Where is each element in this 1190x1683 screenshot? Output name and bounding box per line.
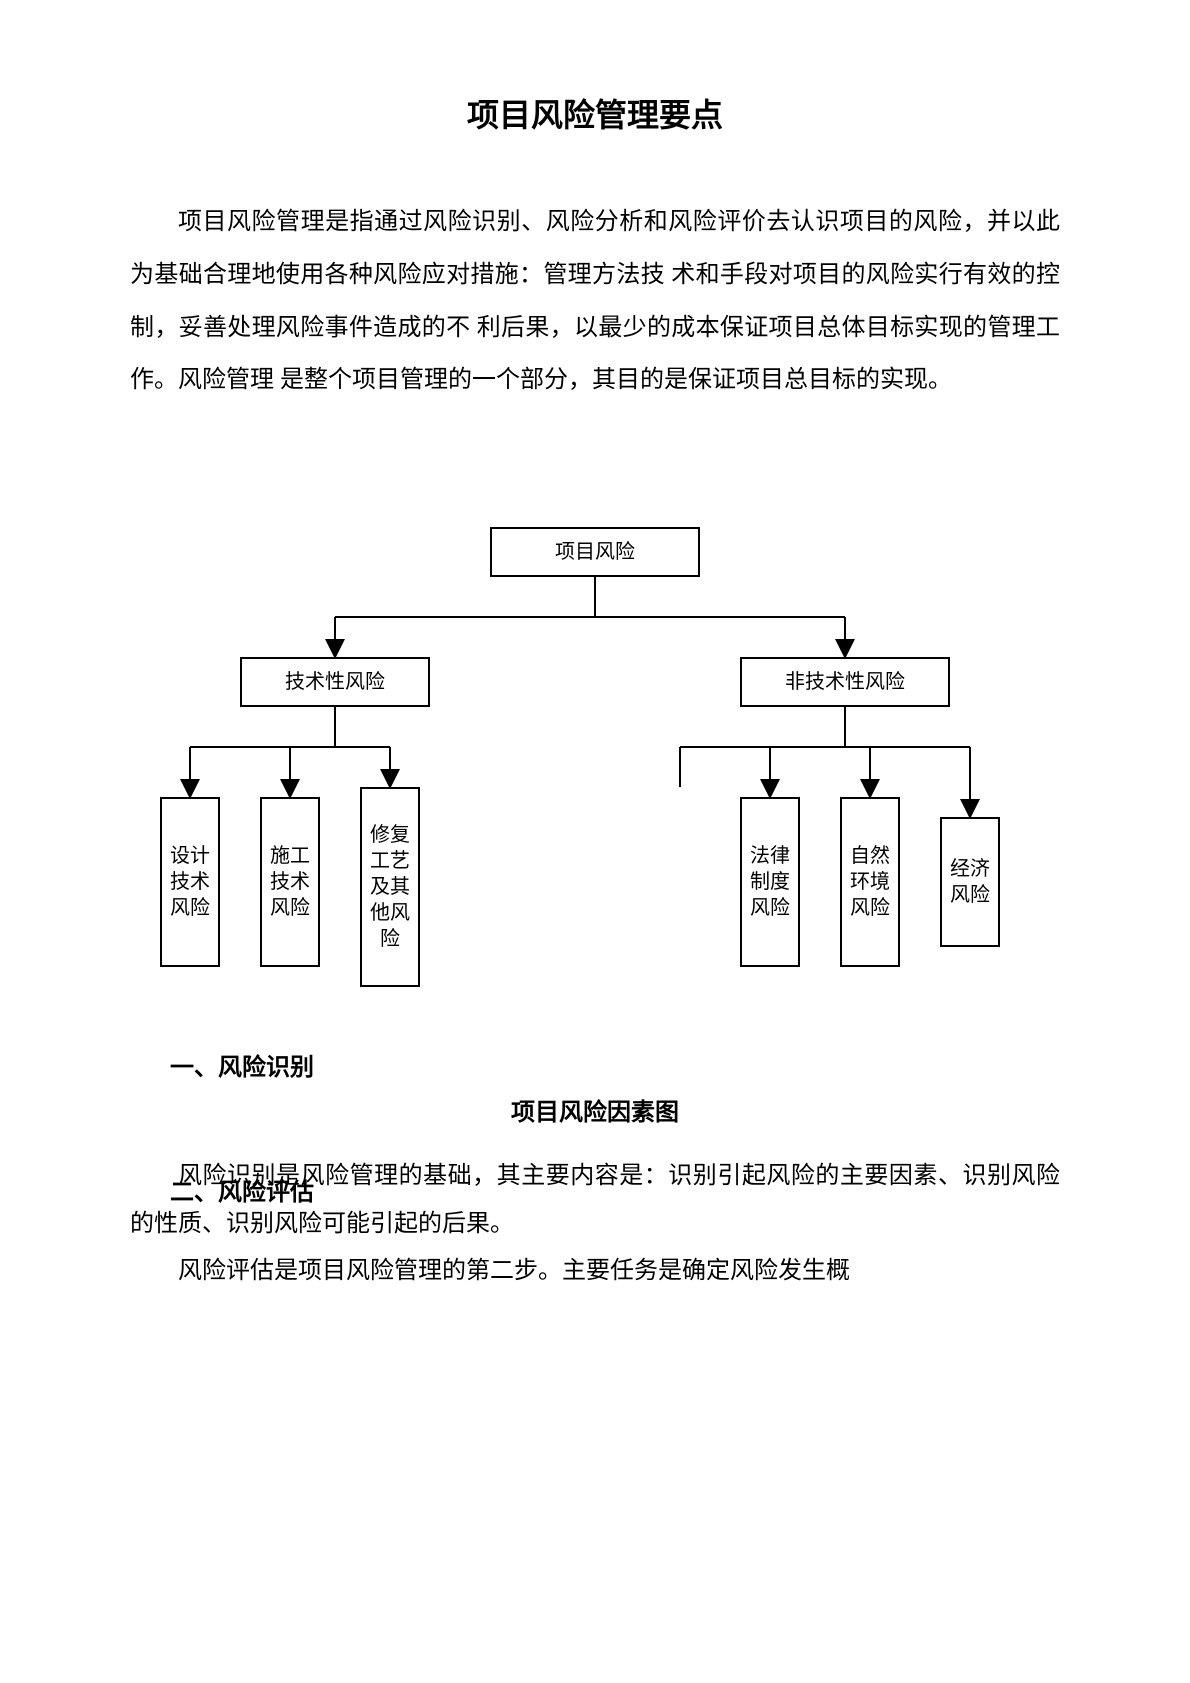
section-1-heading: 一、风险识别: [170, 1047, 1060, 1082]
node-leaf-repair: 修复工艺及其他风险: [360, 787, 420, 987]
node-root: 项目风险: [490, 527, 700, 577]
figure-caption: 项目风险因素图: [130, 1092, 1060, 1127]
leaf-label: 自然环境风险: [850, 843, 890, 921]
leaf-label: 法律制度风险: [750, 843, 790, 921]
leaf-label: 施工技术风险: [270, 843, 310, 921]
node-leaf-economy: 经济风险: [940, 817, 1000, 947]
leaf-label: 修复工艺及其他风险: [370, 822, 410, 952]
para-risk-evaluation: 风险评估是项目风险管理的第二步。主要任务是确定风险发生概: [130, 1247, 1060, 1295]
node-nontech: 非技术性风险: [740, 657, 950, 707]
leaf-label: 设计技术风险: [170, 843, 210, 921]
intro-paragraph: 项目风险管理是指通过风险识别、风险分析和风险评价去认识项目的风险，并以此为基础合…: [130, 196, 1060, 407]
page-title: 项目风险管理要点: [130, 90, 1060, 136]
node-leaf-design: 设计技术风险: [160, 797, 220, 967]
leaf-label: 经济风险: [950, 856, 990, 908]
section-2-heading: 二、风险评估: [170, 1172, 1060, 1207]
node-leaf-nature: 自然环境风险: [840, 797, 900, 967]
overlapping-text-block: 风险识别是风险管理的基础，其主要内容是：识别引起风险的主要因素、识别风险的性质、…: [130, 1152, 1060, 1312]
node-leaf-construction: 施工技术风险: [260, 797, 320, 967]
node-leaf-law: 法律制度风险: [740, 797, 800, 967]
risk-tree-diagram: 项目风险 技术性风险 非技术性风险 设计技术风险 施工技术风险 修复工艺及其他风…: [130, 527, 1060, 1017]
node-tech: 技术性风险: [240, 657, 430, 707]
